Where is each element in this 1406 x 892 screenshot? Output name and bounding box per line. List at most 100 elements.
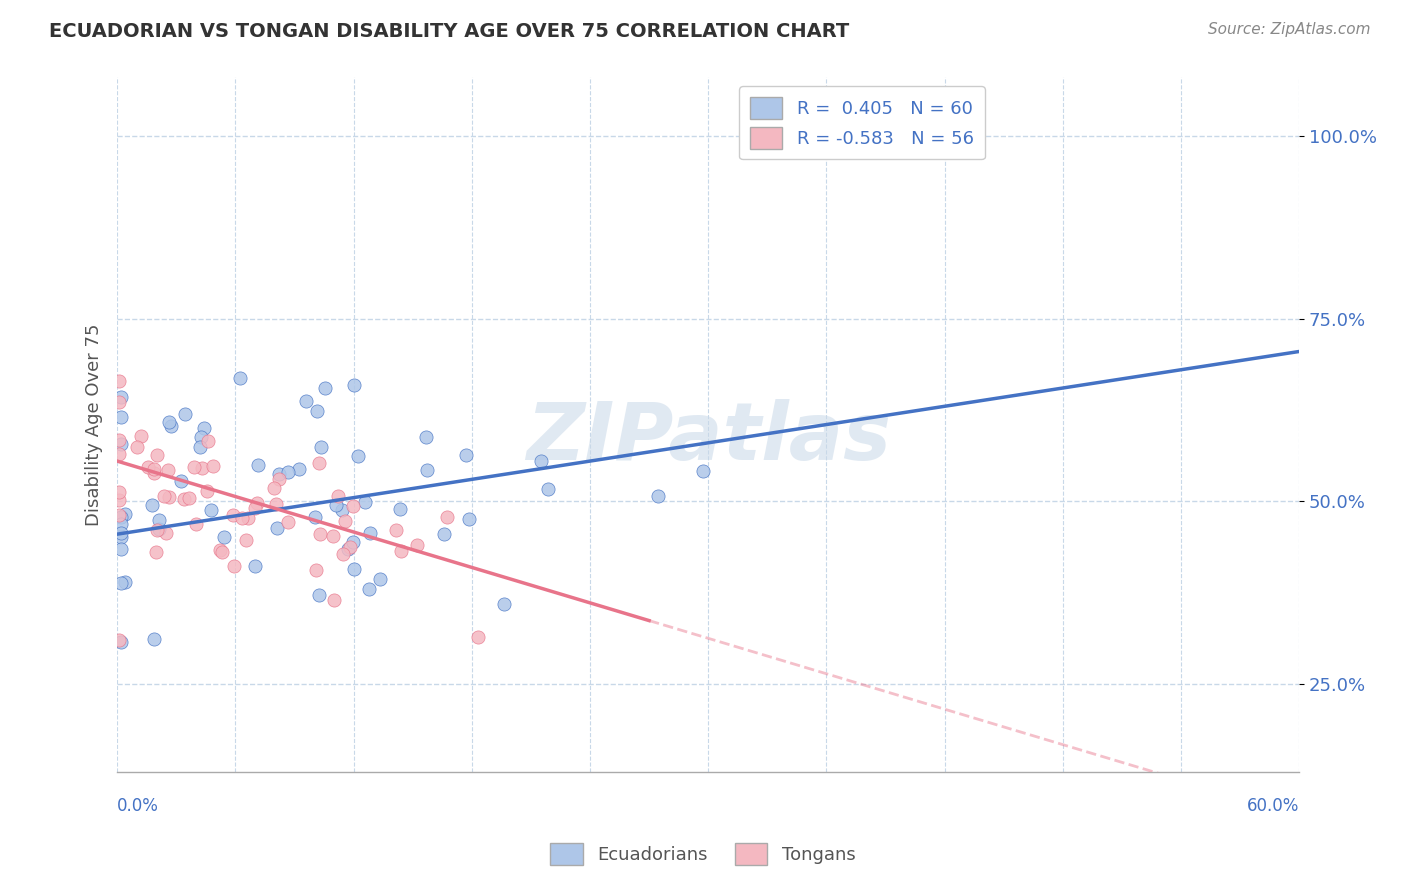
- Point: [170, 474, 193, 488]
- Point: [322, 593, 344, 607]
- Text: 0.0%: 0.0%: [117, 797, 159, 814]
- Point: [222, 508, 245, 522]
- Point: [141, 498, 163, 512]
- Point: [305, 404, 328, 418]
- Point: [467, 630, 489, 644]
- Text: Source: ZipAtlas.com: Source: ZipAtlas.com: [1208, 22, 1371, 37]
- Point: [325, 498, 347, 512]
- Point: [277, 515, 299, 529]
- Point: [229, 371, 252, 385]
- Point: [416, 463, 439, 477]
- Point: [647, 490, 669, 504]
- Point: [129, 429, 152, 443]
- Point: [436, 509, 458, 524]
- Point: [342, 499, 364, 513]
- Legend: R =  0.405   N = 60, R = -0.583   N = 56: R = 0.405 N = 60, R = -0.583 N = 56: [740, 87, 984, 160]
- Point: [200, 503, 222, 517]
- Point: [195, 484, 218, 499]
- Point: [146, 448, 169, 462]
- Point: [127, 441, 149, 455]
- Point: [266, 497, 288, 511]
- Point: [148, 513, 170, 527]
- Point: [269, 472, 291, 486]
- Text: ZIPatlas: ZIPatlas: [526, 400, 891, 477]
- Point: [322, 529, 344, 543]
- Point: [114, 507, 136, 521]
- Point: [110, 526, 132, 541]
- Point: [108, 633, 131, 648]
- Point: [246, 496, 269, 510]
- Point: [110, 635, 132, 649]
- Point: [177, 491, 200, 506]
- Point: [110, 510, 132, 524]
- Point: [231, 510, 253, 524]
- Point: [188, 440, 211, 454]
- Point: [193, 421, 215, 435]
- Point: [157, 415, 180, 429]
- Point: [108, 492, 131, 507]
- Point: [148, 523, 170, 537]
- Point: [415, 430, 437, 444]
- Point: [389, 501, 412, 516]
- Point: [405, 538, 427, 552]
- Point: [314, 381, 336, 395]
- Point: [537, 482, 560, 496]
- Point: [143, 466, 166, 480]
- Point: [110, 530, 132, 544]
- Point: [190, 430, 212, 444]
- Y-axis label: Disability Age Over 75: Disability Age Over 75: [86, 323, 103, 525]
- Point: [389, 543, 412, 558]
- Point: [269, 467, 291, 481]
- Point: [357, 582, 380, 596]
- Point: [346, 449, 368, 463]
- Point: [336, 541, 359, 556]
- Point: [191, 461, 214, 475]
- Point: [142, 632, 165, 646]
- Point: [354, 495, 377, 509]
- Point: [277, 465, 299, 479]
- Point: [214, 531, 236, 545]
- Point: [263, 481, 285, 495]
- Point: [309, 440, 332, 454]
- Point: [159, 418, 181, 433]
- Point: [108, 374, 131, 388]
- Point: [110, 575, 132, 590]
- Point: [197, 434, 219, 449]
- Point: [492, 597, 515, 611]
- Point: [145, 545, 167, 559]
- Point: [173, 491, 195, 506]
- Point: [110, 409, 132, 424]
- Point: [304, 510, 326, 524]
- Point: [458, 512, 481, 526]
- Point: [335, 515, 357, 529]
- Point: [110, 437, 132, 451]
- Point: [108, 485, 131, 500]
- Point: [343, 562, 366, 576]
- Point: [108, 508, 131, 522]
- Text: ECUADORIAN VS TONGAN DISABILITY AGE OVER 75 CORRELATION CHART: ECUADORIAN VS TONGAN DISABILITY AGE OVER…: [49, 22, 849, 41]
- Point: [295, 393, 318, 408]
- Point: [224, 558, 246, 573]
- Point: [202, 458, 225, 473]
- Point: [245, 559, 267, 574]
- Point: [246, 458, 269, 472]
- Point: [245, 500, 267, 515]
- Legend: Ecuadorians, Tongans: Ecuadorians, Tongans: [543, 836, 863, 872]
- Point: [110, 390, 132, 404]
- Point: [433, 527, 456, 541]
- Point: [343, 378, 366, 392]
- Point: [108, 433, 131, 447]
- Point: [305, 562, 328, 576]
- Point: [266, 521, 288, 535]
- Point: [208, 542, 231, 557]
- Point: [308, 526, 330, 541]
- Point: [156, 462, 179, 476]
- Point: [288, 462, 311, 476]
- Point: [184, 517, 207, 532]
- Point: [138, 460, 160, 475]
- Point: [153, 489, 176, 503]
- Point: [332, 547, 354, 561]
- Point: [530, 454, 553, 468]
- Point: [157, 490, 180, 504]
- Point: [142, 462, 165, 476]
